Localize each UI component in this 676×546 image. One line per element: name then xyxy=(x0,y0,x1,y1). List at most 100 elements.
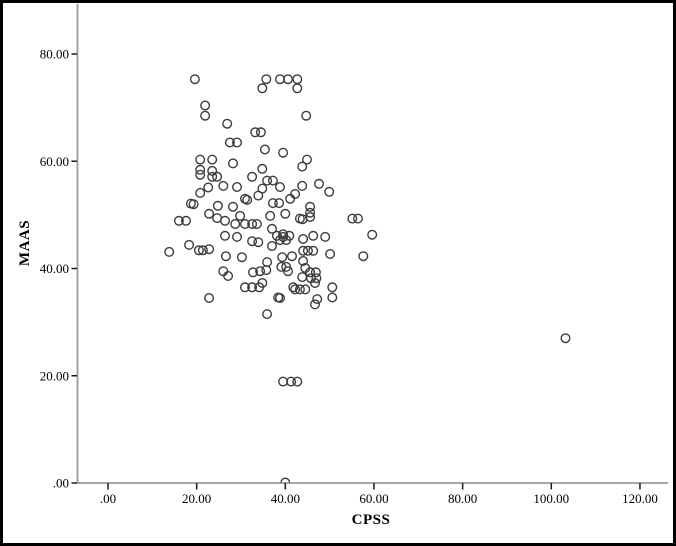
x-tick-label: 20.00 xyxy=(182,491,211,506)
x-tick-label: 100.00 xyxy=(533,491,569,506)
data-point xyxy=(189,74,200,85)
data-point xyxy=(247,267,258,278)
data-point xyxy=(300,263,311,274)
data-point xyxy=(236,252,247,263)
data-point xyxy=(275,235,286,246)
data-point xyxy=(277,252,288,263)
data-point xyxy=(204,244,215,255)
data-point xyxy=(262,257,273,268)
data-point xyxy=(200,110,211,121)
data-point xyxy=(294,284,305,295)
data-point xyxy=(257,83,268,94)
data-point xyxy=(247,171,258,182)
data-point xyxy=(253,190,264,201)
data-point xyxy=(253,237,264,248)
data-point xyxy=(302,154,313,165)
data-point xyxy=(230,218,241,229)
data-point xyxy=(367,229,378,240)
data-point xyxy=(301,110,312,121)
data-points-group xyxy=(164,74,571,484)
data-point xyxy=(250,127,261,138)
data-point xyxy=(314,178,325,189)
data-point xyxy=(327,292,338,303)
data-point xyxy=(275,293,286,304)
data-point xyxy=(305,207,316,218)
data-point xyxy=(324,186,335,197)
data-point xyxy=(297,161,308,172)
x-tick-label: .00 xyxy=(100,491,116,506)
y-tick-label: .00 xyxy=(53,476,69,491)
data-point xyxy=(197,245,208,256)
data-point xyxy=(287,251,298,262)
data-point xyxy=(292,376,303,387)
data-point xyxy=(267,198,278,209)
data-point xyxy=(312,294,323,305)
data-point xyxy=(274,198,285,209)
x-tick-label: 80.00 xyxy=(448,491,477,506)
data-point xyxy=(327,282,338,293)
data-point xyxy=(219,215,230,226)
data-point xyxy=(310,267,321,278)
data-point xyxy=(325,248,336,259)
data-point xyxy=(259,144,270,155)
y-tick-label: 80.00 xyxy=(40,47,69,62)
x-tick-label: 120.00 xyxy=(622,491,658,506)
data-point xyxy=(278,229,289,240)
data-point xyxy=(223,271,234,282)
data-point xyxy=(288,282,299,293)
data-point xyxy=(305,211,316,222)
data-point xyxy=(265,210,276,221)
data-point xyxy=(235,210,246,221)
data-point xyxy=(298,245,309,256)
data-point xyxy=(261,74,272,85)
data-point xyxy=(247,218,258,229)
data-point xyxy=(267,240,278,251)
data-point xyxy=(239,282,250,293)
data-point xyxy=(164,246,175,257)
data-point xyxy=(195,187,206,198)
data-point xyxy=(278,147,289,158)
y-tick-label: 60.00 xyxy=(40,154,69,169)
y-axis-title: MAAS xyxy=(17,220,33,266)
data-point xyxy=(188,199,199,210)
data-point xyxy=(292,83,303,94)
data-point xyxy=(311,273,322,284)
data-point xyxy=(204,208,215,219)
data-point xyxy=(255,127,266,138)
data-point xyxy=(224,137,235,148)
data-point xyxy=(207,171,218,182)
data-point xyxy=(193,245,204,256)
data-point xyxy=(353,213,364,224)
data-point xyxy=(290,284,301,295)
data-point xyxy=(239,218,250,229)
data-point xyxy=(278,231,289,242)
data-point xyxy=(257,163,268,174)
data-point xyxy=(320,231,331,242)
data-point xyxy=(275,181,286,192)
data-point xyxy=(560,333,571,344)
data-point xyxy=(300,284,311,295)
data-point xyxy=(212,200,223,211)
data-point xyxy=(242,194,253,205)
data-point xyxy=(222,118,233,129)
data-point xyxy=(347,213,358,224)
y-tick-label: 20.00 xyxy=(40,368,69,383)
data-point xyxy=(207,154,218,165)
data-point xyxy=(297,272,308,283)
data-point xyxy=(218,180,229,191)
x-axis-ticks: .00 20.00 40.00 60.00 80.00 100.00 120.00 xyxy=(100,483,658,506)
data-point xyxy=(219,230,230,241)
data-point xyxy=(212,171,223,182)
data-point xyxy=(218,266,229,277)
data-point xyxy=(281,235,292,246)
data-point xyxy=(227,201,238,212)
data-point xyxy=(195,169,206,180)
data-point xyxy=(173,215,184,226)
data-point xyxy=(262,309,273,320)
data-point xyxy=(267,223,278,234)
data-point xyxy=(180,215,191,226)
data-point xyxy=(195,164,206,175)
data-point xyxy=(286,376,297,387)
data-point xyxy=(200,100,211,111)
